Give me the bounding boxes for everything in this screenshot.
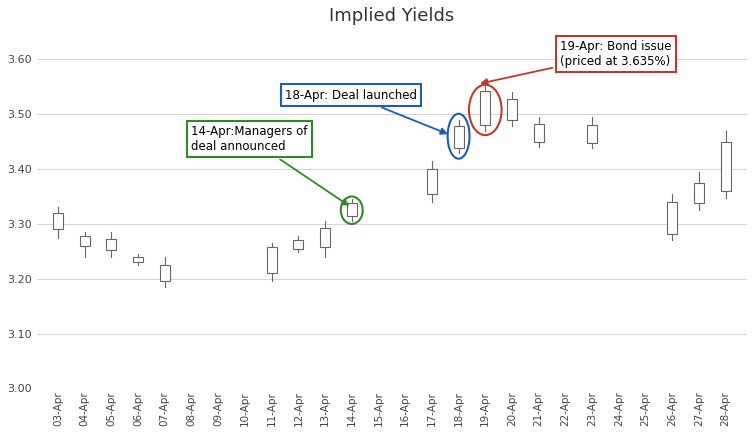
Bar [266,247,277,273]
Text: 14-Apr:Managers of
deal announced: 14-Apr:Managers of deal announced [192,125,348,205]
Bar [106,239,116,250]
Bar [53,213,63,229]
Text: 18-Apr: Deal launched: 18-Apr: Deal launched [285,89,446,134]
Bar [667,202,677,234]
Bar [347,203,357,216]
Bar [320,228,330,247]
Bar [507,99,517,120]
Bar [534,124,544,142]
Bar [427,169,437,194]
Bar [721,142,731,191]
Text: 19-Apr: Bond issue
(priced at 3.635%): 19-Apr: Bond issue (priced at 3.635%) [482,40,672,84]
Bar [160,265,170,281]
Bar [133,257,143,262]
Title: Implied Yields: Implied Yields [329,7,455,25]
Bar [480,91,490,125]
Bar [694,183,704,203]
Bar [587,125,597,143]
Bar [80,236,90,246]
Bar [453,126,464,148]
Bar [293,240,303,249]
